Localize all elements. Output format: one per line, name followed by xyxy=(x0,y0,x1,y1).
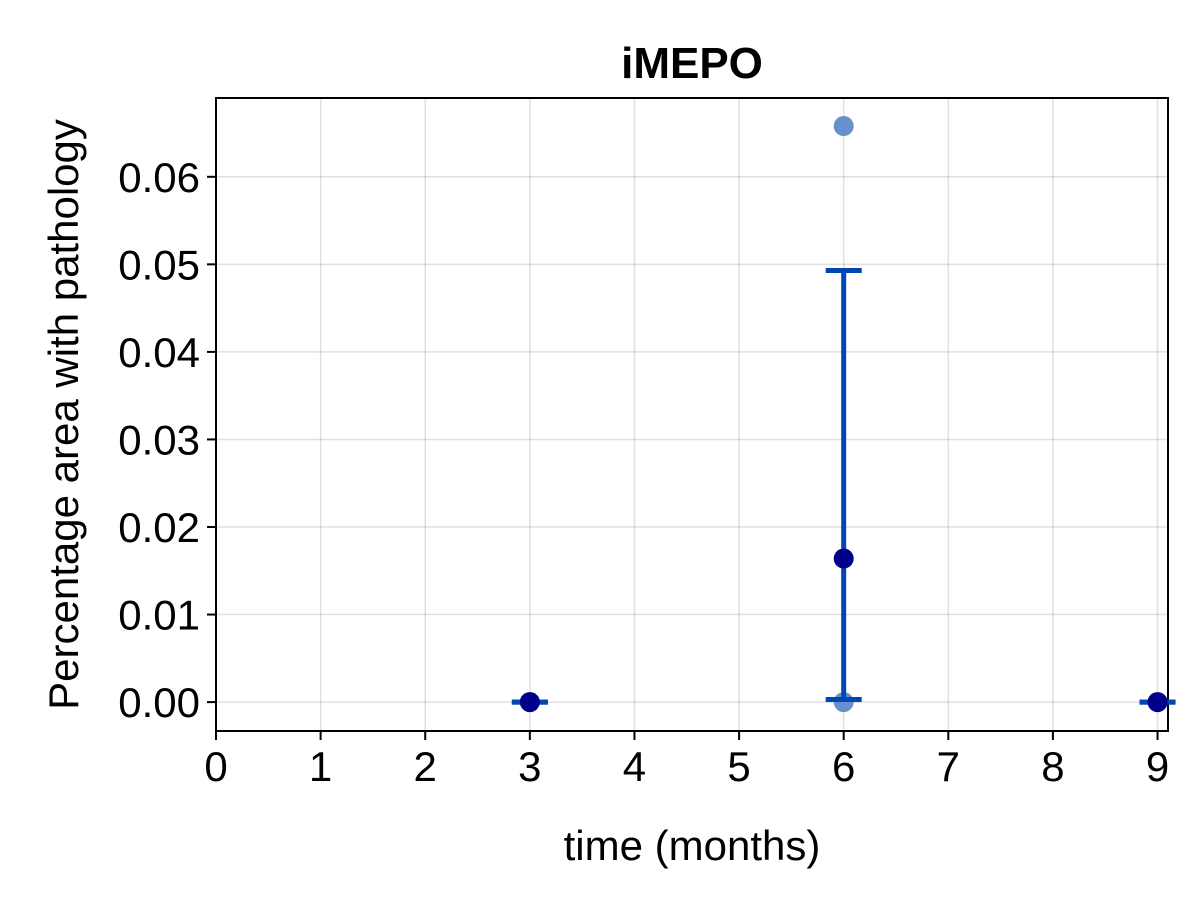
x-axis: 0 1 2 3 4 5 6 7 8 9 xyxy=(204,731,1169,790)
y-tick-label: 0.02 xyxy=(118,504,200,551)
y-tick-label: 0.05 xyxy=(118,241,200,288)
x-tick-label: 0 xyxy=(204,743,227,790)
plot-marks xyxy=(511,116,1176,713)
y-tick-label: 0.01 xyxy=(118,592,200,639)
chart-title: iMEPO xyxy=(621,39,763,88)
x-tick-label: 5 xyxy=(727,743,750,790)
x-tick-label: 8 xyxy=(1041,743,1064,790)
y-tick-label: 0.03 xyxy=(118,416,200,463)
x-tick-label: 9 xyxy=(1146,743,1169,790)
y-axis: 0.00 0.01 0.02 0.03 0.04 0.05 0.06 xyxy=(118,154,216,726)
plot-frame xyxy=(215,97,1169,732)
x-tick-label: 2 xyxy=(414,743,437,790)
mean-point xyxy=(1147,692,1168,713)
x-axis-title: time (months) xyxy=(564,822,821,869)
grid xyxy=(215,98,1168,731)
x-tick-label: 4 xyxy=(623,743,646,790)
y-axis-title: Percentage area with pathology xyxy=(40,119,87,710)
x-tick-label: 3 xyxy=(518,743,541,790)
x-tick-label: 1 xyxy=(309,743,332,790)
x-tick-label: 6 xyxy=(832,743,855,790)
y-tick-label: 0.00 xyxy=(118,679,200,726)
mean-point xyxy=(833,548,854,569)
y-tick-label: 0.04 xyxy=(118,329,200,376)
individual-point xyxy=(833,116,854,137)
x-tick-label: 7 xyxy=(937,743,960,790)
mean-point xyxy=(519,692,540,713)
y-tick-label: 0.06 xyxy=(118,154,200,201)
